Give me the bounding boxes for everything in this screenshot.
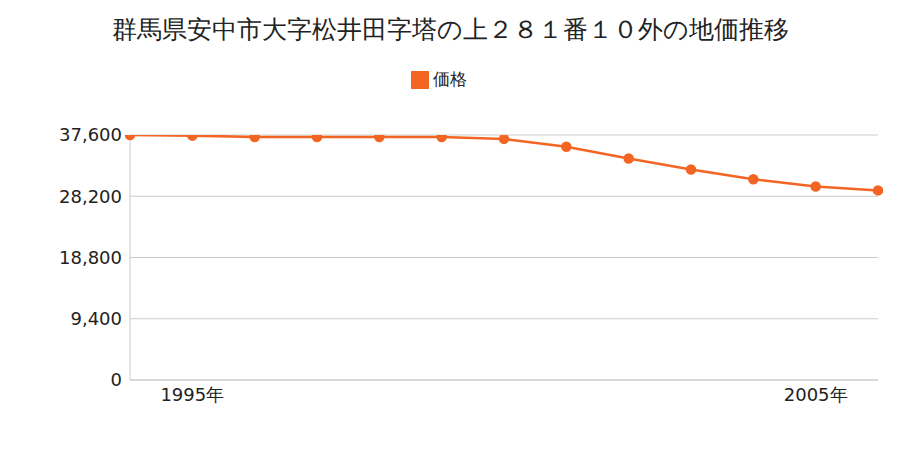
svg-text:37,600: 37,600 <box>59 124 122 145</box>
svg-text:2005年: 2005年 <box>784 384 848 405</box>
html-text:価格: 価格 <box>433 69 467 89</box>
svg-text:1995年: 1995年 <box>160 384 224 405</box>
svg-text:28,200: 28,200 <box>59 186 122 207</box>
html-text:群馬県安中市大字松井田字塔の上２８１番１０外の地価推移: 群馬県安中市大字松井田字塔の上２８１番１０外の地価推移 <box>111 15 789 44</box>
svg-text:0: 0 <box>111 369 122 390</box>
svg-text:9,400: 9,400 <box>70 308 122 329</box>
svg-text:18,800: 18,800 <box>59 247 122 268</box>
